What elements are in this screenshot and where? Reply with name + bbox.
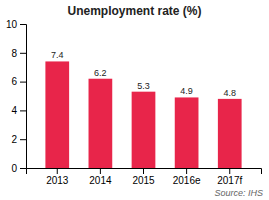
tick: 2 [11, 134, 26, 145]
tick-mark [20, 53, 26, 54]
tick-mark [100, 168, 101, 174]
tick-mark [20, 168, 26, 169]
title: Unemployment rate (%) [67, 4, 201, 18]
tick: 2016e [173, 168, 201, 186]
tick: 2014 [89, 168, 112, 186]
tick-label: 6 [11, 76, 17, 87]
tick-mark [20, 110, 26, 111]
data-label: 5.3 [137, 81, 150, 91]
data-label: 6.2 [94, 68, 107, 78]
data-label: 4.8 [223, 88, 236, 98]
tick-label: 8 [11, 48, 17, 59]
bar [175, 97, 199, 168]
tick-mark [186, 168, 187, 174]
tick-mark [57, 168, 58, 174]
tick: 10 [6, 19, 26, 30]
tick-mark [20, 139, 26, 140]
chart: Unemployment rate (%) 0 2 4 6 8 10 2013 2014 2015… [0, 0, 269, 200]
tick: 6 [11, 76, 26, 87]
y-axis: 0 2 4 6 8 10 [6, 19, 27, 174]
data-label: 4.9 [180, 86, 193, 96]
annotation: Source: IHS [214, 188, 263, 198]
data-labels: 7.4 6.2 5.3 4.9 4.8 [51, 50, 236, 97]
plot: 0 2 4 6 8 10 2013 2014 2015 2016e 2017f 7.4 6.2 5.3 4.… [6, 19, 262, 186]
tick: 2015 [132, 168, 155, 186]
tick-mark [20, 82, 26, 83]
tick-mark [20, 24, 26, 25]
tick-label: 4 [11, 105, 17, 116]
x-axis: 2013 2014 2015 2016e 2017f [27, 168, 262, 186]
bar [218, 99, 242, 168]
tick: 4 [11, 105, 26, 116]
tick-label: 2013 [46, 175, 69, 186]
bar [132, 92, 156, 168]
tick-label: 2014 [89, 175, 112, 186]
tick-label: 2 [11, 134, 17, 145]
axis-domain [27, 169, 262, 175]
tick: 0 [11, 163, 26, 174]
tick-label: 10 [6, 19, 18, 30]
axis-domain [20, 25, 27, 169]
tick-label: 0 [11, 163, 17, 174]
tick: 8 [11, 48, 26, 59]
tick: 2013 [46, 168, 69, 186]
tick-label: 2017f [217, 175, 242, 186]
data-label: 7.4 [51, 50, 64, 60]
tick-label: 2016e [173, 175, 201, 186]
bar [45, 61, 69, 168]
bar [89, 79, 113, 168]
tick-mark [229, 168, 230, 174]
tick: 2017f [217, 168, 242, 186]
tick-mark [143, 168, 144, 174]
tick-label: 2015 [132, 175, 155, 186]
bars [45, 61, 241, 168]
